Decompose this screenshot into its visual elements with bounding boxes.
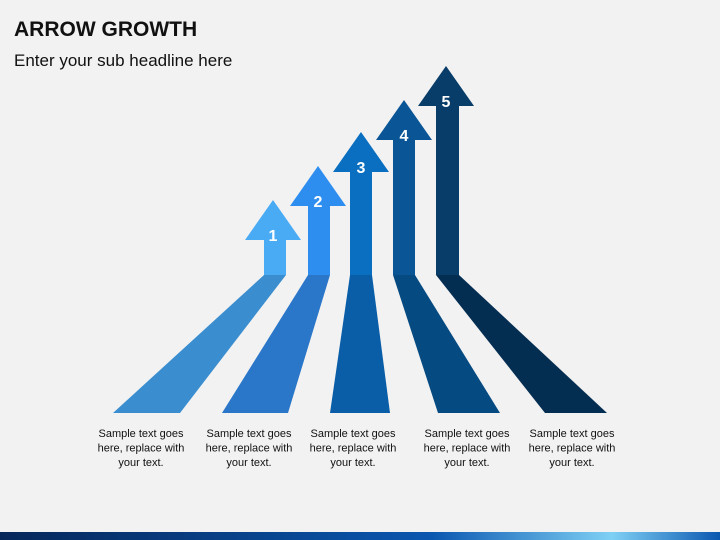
arrow-base: [436, 275, 607, 413]
caption: here, replace with: [424, 443, 511, 455]
arrow-number: 1: [269, 228, 278, 245]
caption: Sample text goes: [425, 428, 510, 440]
arrow-base: [222, 275, 330, 413]
caption: your text.: [118, 457, 163, 469]
arrow: [290, 166, 346, 275]
arrows: 1 Sample text goes here, replace with your …: [98, 66, 616, 469]
caption: your text.: [226, 457, 271, 469]
caption: here, replace with: [529, 443, 616, 455]
caption: Sample text goes: [207, 428, 292, 440]
arrow-base: [113, 275, 286, 413]
caption: your text.: [444, 457, 489, 469]
caption: Sample text goes: [530, 428, 615, 440]
caption: here, replace with: [310, 443, 397, 455]
footer-bar: [0, 532, 720, 540]
arrow-number: 4: [400, 128, 409, 145]
title: ARROW GROWTH: [14, 18, 197, 41]
arrow-number: 2: [314, 194, 323, 211]
arrow-base: [393, 275, 500, 413]
caption: Sample text goes: [99, 428, 184, 440]
arrow: [418, 66, 474, 275]
caption: your text.: [330, 457, 375, 469]
arrow-base: [330, 275, 390, 413]
caption: Sample text goes: [311, 428, 396, 440]
arrow-number: 3: [357, 160, 366, 177]
arrow-number: 5: [442, 94, 451, 111]
arrow: [333, 132, 389, 275]
subtitle: Enter your sub headline here: [14, 51, 232, 70]
caption: your text.: [549, 457, 594, 469]
arrow: [245, 200, 301, 275]
arrow: [376, 100, 432, 275]
caption: here, replace with: [206, 443, 293, 455]
caption: here, replace with: [98, 443, 185, 455]
